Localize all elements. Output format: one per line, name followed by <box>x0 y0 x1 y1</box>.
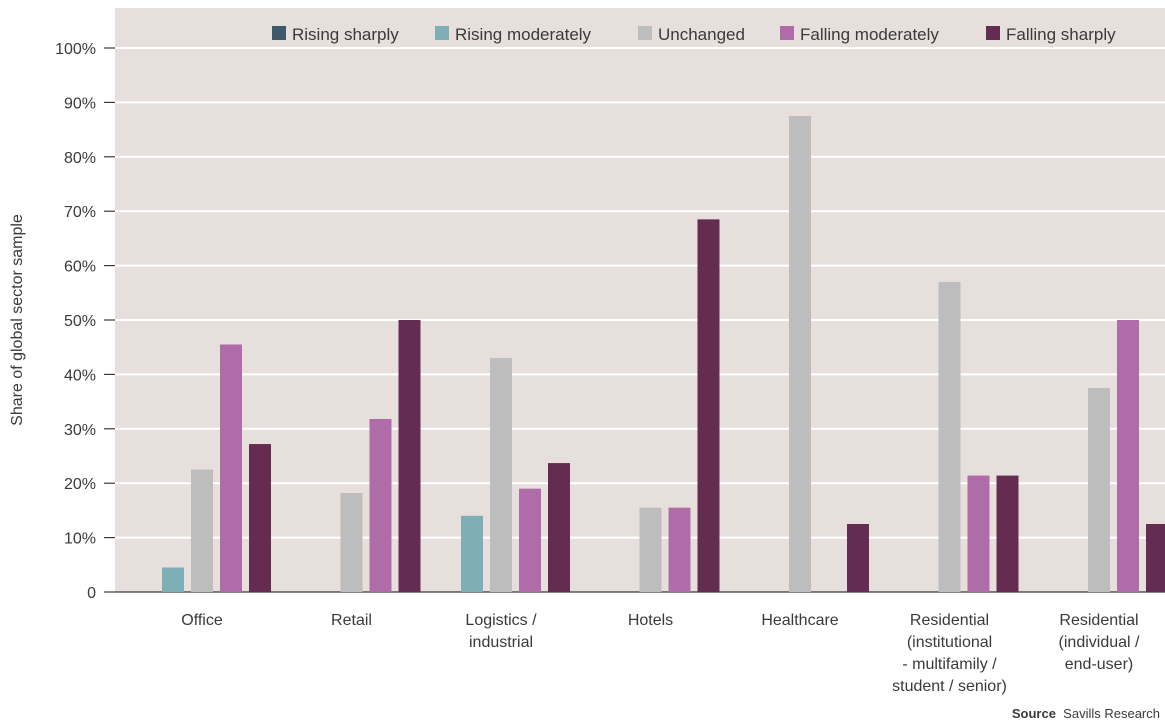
bar <box>938 281 961 592</box>
category-label: Office <box>181 612 223 629</box>
source-text: Savills Research <box>1063 706 1160 721</box>
y-tick-label: 70% <box>64 204 96 221</box>
category-label: - multifamily / <box>902 656 997 673</box>
bar <box>967 475 990 592</box>
bar <box>996 475 1019 592</box>
category-label: Hotels <box>628 612 673 629</box>
category-label: end-user) <box>1065 656 1133 673</box>
bar <box>789 116 811 592</box>
bars <box>162 116 1165 593</box>
bar <box>639 507 662 592</box>
legend-swatch <box>435 26 449 40</box>
bar <box>697 219 720 593</box>
gridlines <box>115 47 1165 539</box>
bar <box>1117 320 1139 592</box>
legend-label: Falling moderately <box>800 25 939 44</box>
source-label: Source <box>1011 706 1056 721</box>
category-label: Healthcare <box>761 612 838 629</box>
bar <box>340 492 363 592</box>
legend-label: Falling sharply <box>1006 25 1116 44</box>
source-note: Source Savills Research <box>1012 706 1160 721</box>
bar <box>369 419 392 592</box>
x-axis-categories: Office Retail Logistics / industrial Hotels H… <box>181 612 1140 695</box>
category-label: Logistics / <box>465 612 537 629</box>
legend: Rising sharply Rising moderately Unchanged… <box>272 25 1116 44</box>
legend-label: Rising sharply <box>292 25 399 44</box>
bar <box>490 358 512 592</box>
bar <box>461 515 483 592</box>
category-label: Retail <box>331 612 372 629</box>
y-tick-label: 80% <box>64 150 96 167</box>
category-label: student / senior) <box>892 678 1007 695</box>
plot-area <box>115 8 1165 592</box>
legend-label: Rising moderately <box>455 25 592 44</box>
y-tick-label: 20% <box>64 476 96 493</box>
bar <box>191 469 213 592</box>
legend-swatch <box>272 26 286 40</box>
bar <box>220 344 242 592</box>
bar <box>548 463 570 592</box>
y-tick-label: 10% <box>64 531 96 548</box>
y-tick-label: 0 <box>87 585 96 602</box>
y-tick-label: 60% <box>64 259 96 276</box>
y-tick-label: 30% <box>64 422 96 439</box>
y-tick-label: 40% <box>64 367 96 384</box>
bar <box>1146 524 1165 592</box>
bar <box>519 488 541 592</box>
category-label: industrial <box>469 634 533 651</box>
bar <box>398 320 421 592</box>
legend-swatch <box>780 26 794 40</box>
category-label: Residential <box>910 612 989 629</box>
y-tick-label: 100% <box>55 41 96 58</box>
bar <box>847 524 869 592</box>
bar <box>249 444 271 592</box>
category-label: (individual / <box>1059 634 1140 651</box>
category-label: (institutional <box>907 634 992 651</box>
y-tick-label: 50% <box>64 313 96 330</box>
legend-swatch <box>638 26 652 40</box>
legend-swatch <box>986 26 1000 40</box>
y-axis-ticks: 0 10% 20% 30% 40% 50% 60% 70% 80% 90% 100% <box>55 41 1165 602</box>
bar <box>162 567 184 592</box>
y-tick-label: 90% <box>64 95 96 112</box>
bar <box>668 507 691 592</box>
bar <box>1088 388 1110 592</box>
y-axis-label: Share of global sector sample <box>9 214 26 426</box>
category-label: Residential <box>1059 612 1138 629</box>
legend-label: Unchanged <box>658 25 745 44</box>
